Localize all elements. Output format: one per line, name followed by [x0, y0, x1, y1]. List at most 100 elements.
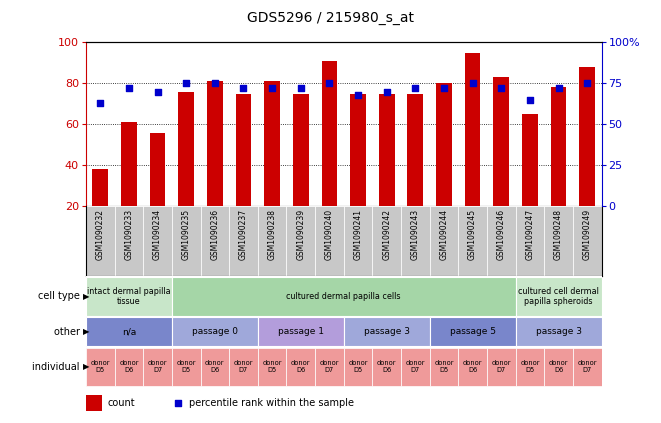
Point: [95, 100, 106, 107]
Bar: [178, 91, 194, 206]
Point: [467, 80, 478, 87]
Text: GSM1090233: GSM1090233: [124, 209, 134, 260]
Bar: [200, 206, 229, 276]
Text: GSM1090241: GSM1090241: [354, 209, 362, 260]
Text: GDS5296 / 215980_s_at: GDS5296 / 215980_s_at: [247, 11, 414, 25]
Bar: [86, 395, 102, 411]
Text: ▶: ▶: [83, 363, 89, 371]
Bar: [372, 348, 401, 386]
Bar: [516, 206, 544, 276]
Text: GSM1090234: GSM1090234: [153, 209, 162, 260]
Text: GSM1090246: GSM1090246: [497, 209, 506, 260]
Bar: [93, 170, 108, 206]
Text: donor
D7: donor D7: [406, 360, 425, 374]
Bar: [321, 61, 337, 206]
Bar: [487, 348, 516, 386]
Text: donor
D7: donor D7: [492, 360, 511, 374]
Text: GSM1090245: GSM1090245: [468, 209, 477, 260]
Bar: [401, 348, 430, 386]
Text: donor
D7: donor D7: [578, 360, 597, 374]
Point: [496, 85, 506, 92]
Bar: [436, 83, 452, 206]
Bar: [350, 93, 366, 206]
Bar: [458, 348, 487, 386]
Text: ▶: ▶: [83, 327, 89, 336]
Bar: [207, 81, 223, 206]
Bar: [172, 348, 200, 386]
Text: donor
D7: donor D7: [320, 360, 339, 374]
Bar: [372, 206, 401, 276]
Text: GSM1090248: GSM1090248: [554, 209, 563, 260]
Text: GSM1090237: GSM1090237: [239, 209, 248, 260]
Text: n/a: n/a: [122, 327, 136, 336]
Bar: [573, 206, 602, 276]
Text: GSM1090247: GSM1090247: [525, 209, 534, 260]
Text: GSM1090243: GSM1090243: [411, 209, 420, 260]
Bar: [86, 317, 172, 346]
Bar: [465, 52, 481, 206]
Text: GSM1090249: GSM1090249: [583, 209, 592, 260]
Point: [152, 88, 163, 95]
Text: cell type: cell type: [38, 291, 83, 301]
Bar: [551, 88, 566, 206]
Text: donor
D5: donor D5: [348, 360, 368, 374]
Text: donor
D6: donor D6: [549, 360, 568, 374]
Text: donor
D6: donor D6: [291, 360, 311, 374]
Point: [210, 80, 220, 87]
Bar: [493, 77, 509, 206]
Text: donor
D5: donor D5: [520, 360, 539, 374]
Text: GSM1090240: GSM1090240: [325, 209, 334, 260]
Text: other: other: [54, 327, 83, 337]
Text: donor
D7: donor D7: [148, 360, 167, 374]
Text: donor
D5: donor D5: [91, 360, 110, 374]
Text: donor
D7: donor D7: [234, 360, 253, 374]
Text: donor
D5: donor D5: [176, 360, 196, 374]
Text: passage 0: passage 0: [192, 327, 238, 336]
Point: [238, 85, 249, 92]
Text: GSM1090238: GSM1090238: [268, 209, 276, 260]
Bar: [516, 277, 602, 316]
Bar: [344, 206, 372, 276]
Bar: [258, 206, 286, 276]
Bar: [430, 348, 458, 386]
Text: donor
D5: donor D5: [434, 360, 453, 374]
Bar: [344, 317, 430, 346]
Bar: [430, 317, 516, 346]
Bar: [286, 348, 315, 386]
Text: count: count: [107, 398, 135, 408]
Bar: [544, 348, 573, 386]
Bar: [579, 67, 595, 206]
Bar: [172, 317, 258, 346]
Text: donor
D5: donor D5: [262, 360, 282, 374]
Bar: [114, 348, 143, 386]
Bar: [544, 206, 573, 276]
Bar: [143, 348, 172, 386]
Text: donor
D6: donor D6: [463, 360, 483, 374]
Text: GSM1090244: GSM1090244: [440, 209, 448, 260]
Bar: [430, 206, 458, 276]
Text: passage 3: passage 3: [364, 327, 410, 336]
Text: passage 3: passage 3: [535, 327, 582, 336]
Point: [353, 91, 364, 98]
Bar: [114, 206, 143, 276]
Bar: [264, 81, 280, 206]
Text: GSM1090232: GSM1090232: [96, 209, 104, 260]
Text: individual: individual: [32, 362, 83, 372]
Bar: [407, 93, 423, 206]
Point: [173, 399, 183, 406]
Bar: [344, 348, 372, 386]
Bar: [229, 206, 258, 276]
Bar: [121, 122, 137, 206]
Point: [410, 85, 420, 92]
Bar: [258, 348, 286, 386]
Text: GSM1090239: GSM1090239: [296, 209, 305, 260]
Bar: [573, 348, 602, 386]
Text: ▶: ▶: [83, 292, 89, 301]
Text: cultured dermal papilla cells: cultured dermal papilla cells: [286, 292, 401, 301]
Point: [324, 80, 334, 87]
Bar: [315, 206, 344, 276]
Bar: [86, 277, 172, 316]
Point: [582, 80, 592, 87]
Bar: [516, 348, 544, 386]
Text: GSM1090242: GSM1090242: [382, 209, 391, 260]
